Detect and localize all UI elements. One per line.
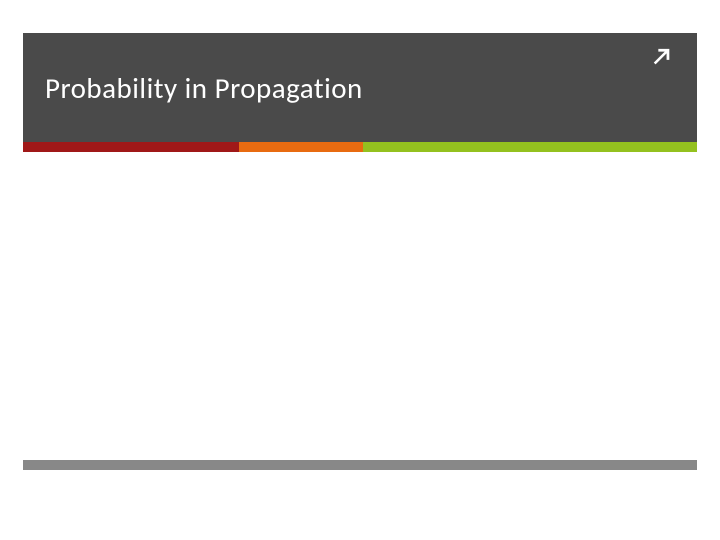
accent-bar — [23, 142, 697, 152]
slide-title: Probability in Propagation — [45, 70, 363, 106]
arrow-up-right-icon — [651, 47, 673, 74]
footer-bar — [23, 460, 697, 470]
accent-segment-2 — [239, 142, 364, 152]
accent-segment-3 — [363, 142, 697, 152]
slide-header: Probability in Propagation — [23, 33, 697, 142]
accent-segment-1 — [23, 142, 239, 152]
